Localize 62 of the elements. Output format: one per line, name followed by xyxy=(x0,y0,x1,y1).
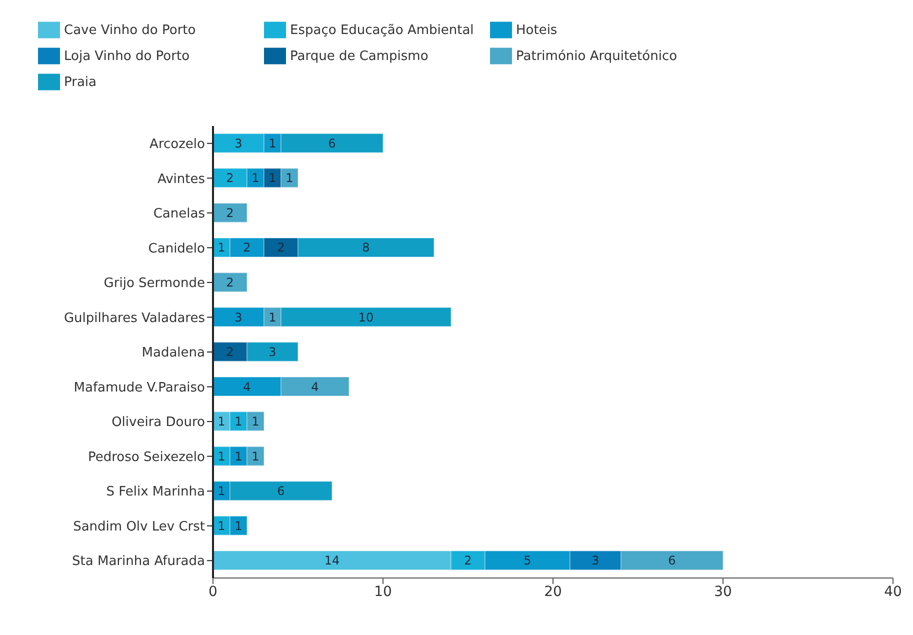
data-label: 1 xyxy=(234,449,242,464)
data-label: 3 xyxy=(592,554,600,568)
legend-label: Património Arquitetónico xyxy=(516,48,678,66)
data-label: 2 xyxy=(464,554,472,568)
data-label: 1 xyxy=(234,518,242,533)
x-tick-label: 20 xyxy=(544,584,562,600)
bar xyxy=(213,272,248,292)
data-label: 1 xyxy=(268,136,276,150)
data-label: 14 xyxy=(324,554,340,568)
legend-label: Hoteis xyxy=(516,22,558,40)
data-label: 5 xyxy=(524,554,532,568)
data-label: 2 xyxy=(226,206,234,220)
legend-label: Espaço Educação Ambiental xyxy=(290,22,475,40)
x-tick-label: 30 xyxy=(714,584,732,600)
data-label: 2 xyxy=(243,240,251,255)
legend-label: Parque de Campismo xyxy=(290,48,430,66)
data-label: 1 xyxy=(218,449,226,464)
data-label: 8 xyxy=(362,240,370,255)
x-tick-label: 40 xyxy=(884,584,902,600)
y-tick-label: Gulpilhares Valadares xyxy=(64,310,206,326)
y-tick-label: Oliveira Douro xyxy=(112,415,206,430)
y-tick-label: Pedroso Seixezelo xyxy=(88,450,206,465)
y-tick-label: Sta Marinha Afurada xyxy=(72,554,205,570)
data-label: 1 xyxy=(268,171,276,186)
legend-label: Cave Vinho do Porto xyxy=(64,22,197,40)
y-tick-label: Madalena xyxy=(142,346,205,361)
data-label: 1 xyxy=(218,518,226,533)
data-label: 1 xyxy=(286,171,294,186)
y-tick-label: S Felix Marinha xyxy=(106,484,205,500)
bar xyxy=(213,202,248,223)
data-label: 6 xyxy=(277,484,285,498)
data-label: 2 xyxy=(226,345,234,360)
data-label: 6 xyxy=(328,136,336,150)
data-label: 3 xyxy=(234,310,242,324)
x-tick-label: 0 xyxy=(208,584,218,600)
y-tick-label: Arcozelo xyxy=(150,137,206,152)
data-label: 1 xyxy=(252,171,260,186)
data-label: 1 xyxy=(218,240,226,255)
data-label: 4 xyxy=(243,380,251,394)
data-label: 4 xyxy=(311,380,319,394)
data-label: 1 xyxy=(268,310,276,324)
data-label: 10 xyxy=(358,310,374,324)
data-label: 1 xyxy=(218,414,226,429)
legend-label: Loja Vinho do Porto xyxy=(64,48,191,66)
data-label: 2 xyxy=(226,275,234,290)
data-label: 2 xyxy=(277,240,285,255)
data-label: 3 xyxy=(234,136,242,150)
data-label: 1 xyxy=(252,414,260,429)
x-tick-label: 10 xyxy=(374,584,392,600)
data-label: 2 xyxy=(226,171,234,186)
legend-label: Praia xyxy=(64,74,98,92)
data-label: 1 xyxy=(234,414,242,429)
data-label: 3 xyxy=(268,345,276,360)
data-label: 1 xyxy=(218,484,226,498)
y-tick-label: Canidelo xyxy=(148,241,206,256)
data-label: 6 xyxy=(668,554,676,568)
y-tick-label: Sandim Olv Lev Crst xyxy=(73,519,205,534)
y-tick-label: Avintes xyxy=(157,172,206,187)
y-tick-label: Canelas xyxy=(153,206,206,222)
y-tick-label: Grijo Sermonde xyxy=(104,276,205,292)
y-tick-label: Mafamude V.Paraiso xyxy=(74,380,206,396)
data-label: 1 xyxy=(252,449,260,464)
